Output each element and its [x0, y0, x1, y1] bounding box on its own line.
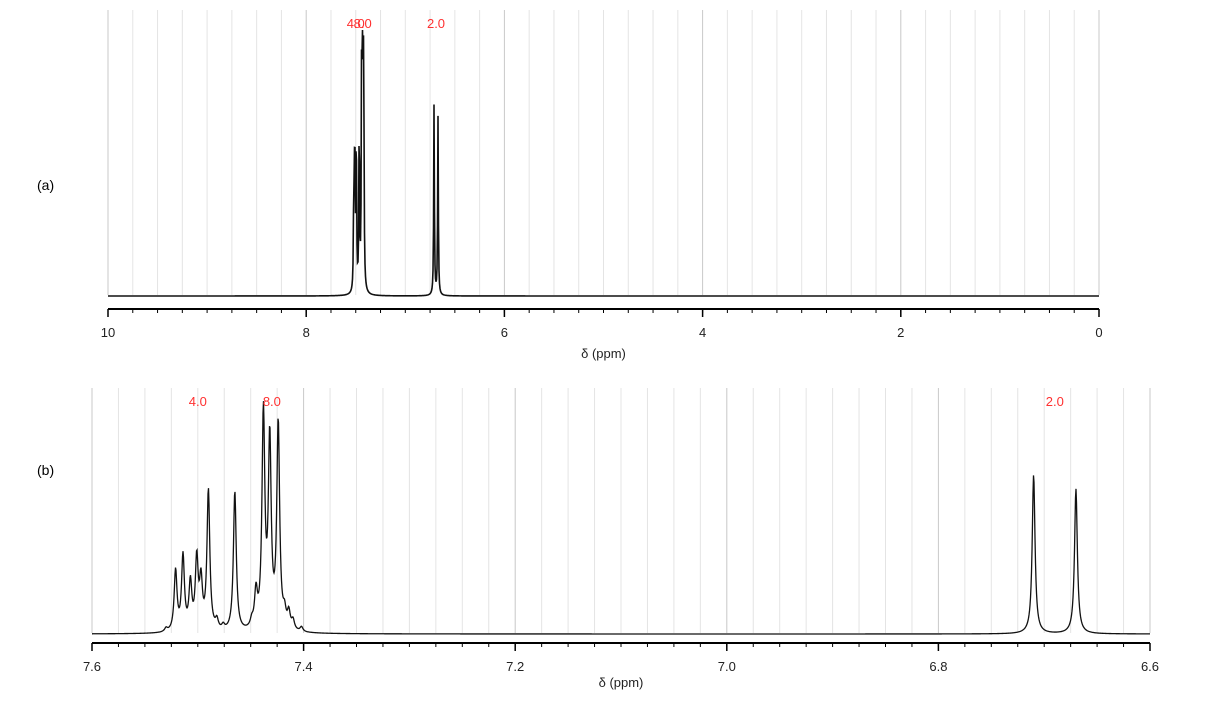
tick-label: 6.8 — [929, 659, 947, 674]
integral-label: 8.0 — [263, 394, 281, 409]
integral-label: 2.0 — [427, 16, 445, 31]
x-axis-title: δ (ppm) — [599, 675, 644, 690]
tick-label: 2 — [897, 325, 904, 340]
tick-label: 6.6 — [1141, 659, 1159, 674]
panel-label-a: (a) — [37, 177, 55, 193]
tick-label: 7.2 — [506, 659, 524, 674]
tick-label: 8 — [303, 325, 310, 340]
spectrum-line — [92, 401, 1151, 635]
integral-label: 8.0 — [354, 16, 372, 31]
tick-label: 7.4 — [295, 659, 313, 674]
tick-label: 0 — [1095, 325, 1102, 340]
tick-label: 7.6 — [83, 659, 101, 674]
tick-label: 6 — [501, 325, 508, 340]
tick-label: 10 — [101, 325, 115, 340]
integral-label: 4.0 — [189, 394, 207, 409]
x-axis-title: δ (ppm) — [581, 346, 626, 361]
spectrum-line — [108, 29, 1099, 297]
integral-label: 2.0 — [1046, 394, 1064, 409]
tick-label: 4 — [699, 325, 706, 340]
panel-label-b: (b) — [37, 462, 55, 478]
tick-label: 7.0 — [718, 659, 736, 674]
integral-label: 4.0 — [347, 16, 365, 31]
